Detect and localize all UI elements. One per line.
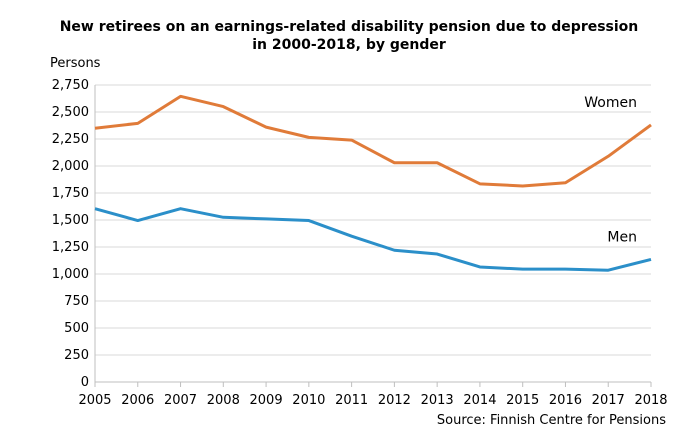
y-tick-label: 750 [64, 294, 89, 309]
y-tick-label: 2,750 [52, 78, 89, 93]
x-tick-label: 2006 [121, 393, 154, 408]
series-label-men: Men [607, 229, 637, 245]
x-axis-ticks: 2005 2006 2007 2008 2009 2010 2011 2012 2013 2014… [78, 382, 668, 408]
axes [94, 85, 651, 383]
x-tick-label: 2018 [634, 393, 667, 408]
y-tick-label: 1,750 [52, 186, 89, 201]
x-tick-label: 2010 [292, 393, 325, 408]
y-tick-label: 1,000 [52, 267, 89, 282]
series-lines [94, 94, 652, 272]
y-tick-label: 500 [64, 321, 89, 336]
y-tick-label: 2,250 [52, 132, 89, 147]
chart-title: New retirees on an earnings-related disa… [0, 18, 698, 54]
x-tick-label: 2007 [164, 393, 197, 408]
x-tick-label: 2012 [378, 393, 411, 408]
x-tick-label: 2009 [250, 393, 283, 408]
y-axis-label: Persons [50, 56, 101, 71]
series-labels: Women Men [584, 95, 637, 245]
x-tick-label: 2013 [421, 393, 454, 408]
y-axis-ticks: 0 250 500 750 1,000 1,250 1,500 1,750 2,000 2,250… [52, 78, 89, 390]
series-label-women: Women [584, 95, 637, 111]
y-tick-label: 1,500 [52, 213, 89, 228]
y-tick-label: 250 [64, 348, 89, 363]
x-tick-label: 2005 [78, 393, 111, 408]
series-line-women [94, 94, 652, 188]
y-tick-label: 2,500 [52, 105, 89, 120]
y-tick-label: 1,250 [52, 240, 89, 255]
series-line-men [94, 207, 652, 272]
chart-title-line-2: in 2000-2018, by gender [252, 37, 446, 53]
x-tick-label: 2016 [549, 393, 582, 408]
y-tick-label: 2,000 [52, 159, 89, 174]
x-tick-label: 2011 [335, 393, 368, 408]
source-note: Source: Finnish Centre for Pensions [436, 413, 666, 428]
grid-lines [95, 84, 651, 356]
x-tick-label: 2014 [463, 393, 496, 408]
x-tick-label: 2008 [207, 393, 240, 408]
chart-title-line-1: New retirees on an earnings-related disa… [59, 19, 639, 35]
y-tick-label: 0 [81, 375, 89, 390]
x-tick-label: 2015 [506, 393, 539, 408]
x-tick-label: 2017 [592, 393, 625, 408]
